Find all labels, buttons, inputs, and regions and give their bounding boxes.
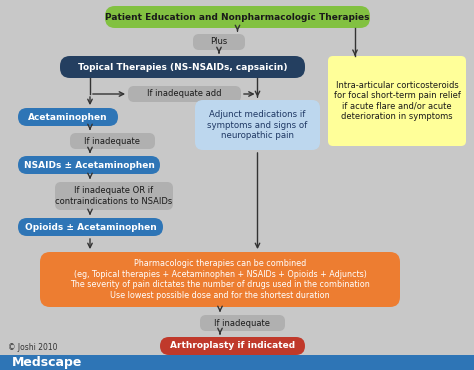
Text: Opioids ± Acetaminophen: Opioids ± Acetaminophen — [25, 222, 156, 232]
FancyBboxPatch shape — [18, 156, 160, 174]
FancyBboxPatch shape — [160, 337, 305, 355]
Text: Acetaminophen: Acetaminophen — [28, 112, 108, 121]
FancyBboxPatch shape — [18, 218, 163, 236]
FancyBboxPatch shape — [200, 315, 285, 331]
Text: Arthroplasty if indicated: Arthroplasty if indicated — [170, 342, 295, 350]
Text: Adjunct medications if
symptoms and signs of
neuropathic pain: Adjunct medications if symptoms and sign… — [207, 110, 308, 140]
Text: Pharmacologic therapies can be combined
(eg, Topical therapies + Acetaminophen +: Pharmacologic therapies can be combined … — [70, 259, 370, 300]
FancyBboxPatch shape — [128, 86, 241, 102]
FancyBboxPatch shape — [195, 100, 320, 150]
Text: Topical Therapies (NS-NSAIDs, capsaicin): Topical Therapies (NS-NSAIDs, capsaicin) — [78, 63, 287, 71]
FancyBboxPatch shape — [55, 182, 173, 210]
Text: Patient Education and Nonpharmacologic Therapies: Patient Education and Nonpharmacologic T… — [105, 13, 370, 21]
FancyBboxPatch shape — [193, 34, 245, 50]
Text: Plus: Plus — [210, 37, 228, 47]
Text: NSAIDs ± Acetaminophen: NSAIDs ± Acetaminophen — [24, 161, 155, 169]
FancyBboxPatch shape — [105, 6, 370, 28]
FancyBboxPatch shape — [60, 56, 305, 78]
Text: If inadequate: If inadequate — [84, 137, 140, 145]
Text: Intra-articular corticosteroids
for focal short-term pain relief
if acute flare : Intra-articular corticosteroids for foca… — [334, 81, 460, 121]
Text: © Joshi 2010: © Joshi 2010 — [8, 343, 57, 353]
FancyBboxPatch shape — [70, 133, 155, 149]
Text: If inadequate: If inadequate — [215, 319, 271, 327]
FancyBboxPatch shape — [0, 355, 474, 370]
FancyBboxPatch shape — [18, 108, 118, 126]
Text: If inadequate add: If inadequate add — [147, 90, 222, 98]
FancyBboxPatch shape — [40, 252, 400, 307]
Text: Medscape: Medscape — [12, 356, 82, 369]
Text: If inadequate OR if
contraindications to NSAIDs: If inadequate OR if contraindications to… — [55, 186, 173, 206]
FancyBboxPatch shape — [328, 56, 466, 146]
